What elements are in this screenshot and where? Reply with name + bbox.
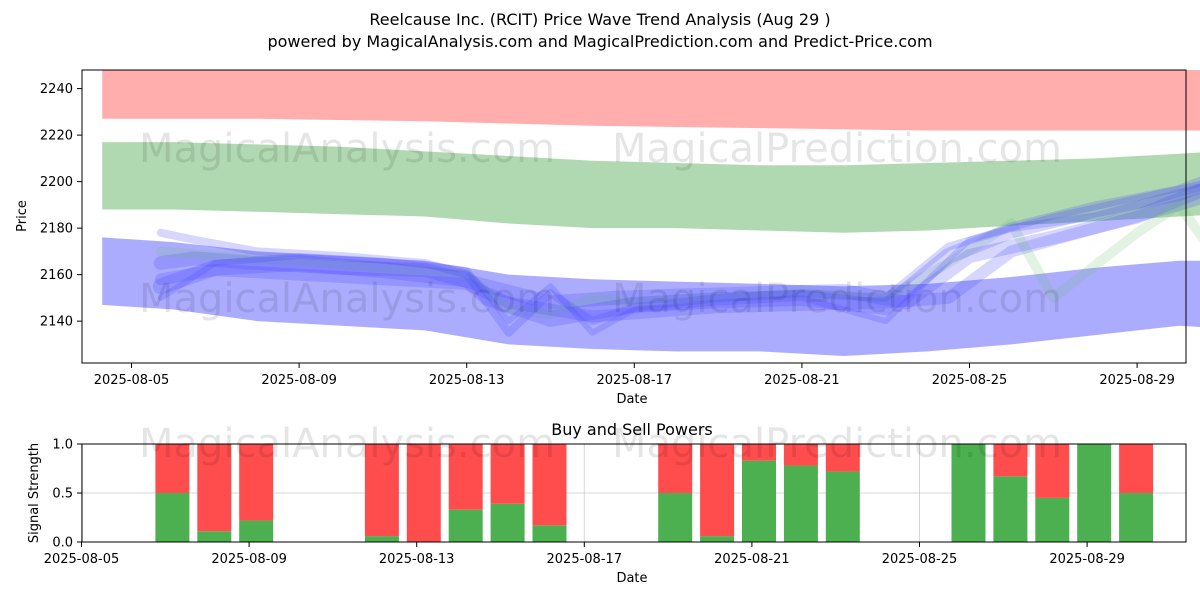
price-x-tick-label: 2025-08-21	[764, 373, 840, 388]
chart-title-line1: Reelcause Inc. (RCIT) Price Wave Trend A…	[369, 10, 830, 29]
buy-bar	[197, 531, 232, 542]
price-x-tick-label: 2025-08-13	[429, 373, 505, 388]
price-plot: MagicalAnalysis.com MagicalPrediction.co…	[15, 69, 1200, 407]
sell-bar	[364, 444, 399, 537]
watermark-text: MagicalAnalysis.com	[139, 126, 555, 172]
price-waves	[152, 176, 1200, 337]
sell-bar	[448, 444, 483, 510]
support-band	[102, 237, 1200, 356]
buy-bar	[951, 444, 986, 542]
price-y-tick-label: 2140	[40, 315, 73, 330]
signal-y-tick-label: 0.0	[52, 536, 73, 551]
signal-axes: 0.0 0.5 1.0 2025-08-05 2025-08-09 2025-08-13 2…	[44, 438, 1125, 568]
buy-bar	[239, 520, 274, 542]
price-x-tick-label: 2025-08-29	[1099, 373, 1175, 388]
signal-x-tick-label: 2025-08-29	[1049, 552, 1125, 567]
sell-bar	[490, 444, 525, 504]
signal-x-tick-label: 2025-08-09	[211, 552, 287, 567]
buy-bar	[1119, 493, 1154, 542]
price-x-tick-label: 2025-08-05	[94, 373, 170, 388]
buy-bar	[448, 509, 483, 542]
signal-x-tick-label: 2025-08-05	[44, 552, 120, 567]
price-bands	[102, 70, 1200, 356]
wave-line	[154, 192, 1200, 323]
sell-bar	[993, 444, 1028, 477]
signal-x-tick-label: 2025-08-21	[714, 552, 790, 567]
buy-bar	[364, 536, 399, 542]
sell-bar	[1035, 444, 1070, 498]
price-y-tick-label: 2180	[40, 222, 73, 237]
price-watermarks: MagicalAnalysis.com MagicalPrediction.co…	[139, 126, 1062, 322]
signal-x-axis-label: Date	[616, 571, 647, 586]
sell-bar	[1119, 444, 1154, 493]
buy-bar	[700, 536, 735, 542]
sell-bar	[783, 444, 818, 466]
chart-title-line2: powered by MagicalAnalysis.com and Magic…	[267, 32, 932, 51]
buy-bar	[993, 476, 1028, 542]
buy-bar	[658, 493, 693, 542]
buy-bar	[1077, 444, 1112, 542]
wave-line	[157, 180, 1200, 336]
buy-bar	[155, 493, 190, 542]
signal-chart-title: Buy and Sell Powers	[551, 420, 713, 439]
price-axes: 2140 2160 2180 2200 2220 2240 2025-08-05 2025-0…	[40, 82, 1175, 388]
sell-bar	[700, 444, 735, 537]
signal-x-tick-label: 2025-08-17	[547, 552, 623, 567]
signal-x-tick-label: 2025-08-13	[379, 552, 455, 567]
buy-bar	[532, 525, 567, 542]
price-x-tick-label: 2025-08-25	[932, 373, 1008, 388]
price-x-tick-label: 2025-08-09	[261, 373, 337, 388]
buy-bar	[783, 465, 818, 542]
sell-bar	[406, 444, 441, 542]
watermark-text: MagicalAnalysis.com	[139, 276, 555, 322]
sell-bar	[197, 444, 232, 532]
price-y-tick-label: 2220	[40, 129, 73, 144]
price-y-axis-label: Price	[15, 200, 30, 232]
signal-y-tick-label: 1.0	[52, 438, 73, 453]
signal-y-axis-label: Signal Strength	[27, 443, 42, 543]
sell-bar	[658, 444, 693, 493]
price-y-tick-label: 2240	[40, 82, 73, 97]
sell-bar	[155, 444, 190, 493]
price-y-tick-label: 2160	[40, 268, 73, 283]
wave-line	[155, 199, 1200, 320]
middle-band	[102, 142, 1200, 233]
buy-bar	[742, 460, 776, 542]
sell-bar	[742, 444, 776, 461]
signal-y-tick-label: 0.5	[52, 487, 73, 502]
wave-line	[153, 183, 1200, 310]
sell-bar	[532, 444, 567, 526]
price-x-tick-label: 2025-08-17	[597, 373, 673, 388]
sell-bar	[239, 444, 274, 521]
signal-x-tick-label: 2025-08-25	[882, 552, 958, 567]
price-y-tick-label: 2200	[40, 175, 73, 190]
watermark-text: MagicalPrediction.com	[612, 276, 1062, 322]
resistance-band	[102, 70, 1200, 131]
signal-plot: Buy and Sell Powers MagicalAnalysis.com …	[27, 420, 1187, 586]
watermark-text: MagicalPrediction.com	[612, 126, 1062, 172]
signal-bars	[155, 444, 1154, 542]
buy-bar	[490, 503, 525, 542]
wave-line	[152, 176, 1200, 327]
wave-line	[156, 183, 1200, 337]
sell-bar	[825, 444, 860, 472]
buy-bar	[1035, 497, 1070, 542]
buy-bar	[825, 471, 860, 542]
price-x-axis-label: Date	[616, 392, 647, 407]
